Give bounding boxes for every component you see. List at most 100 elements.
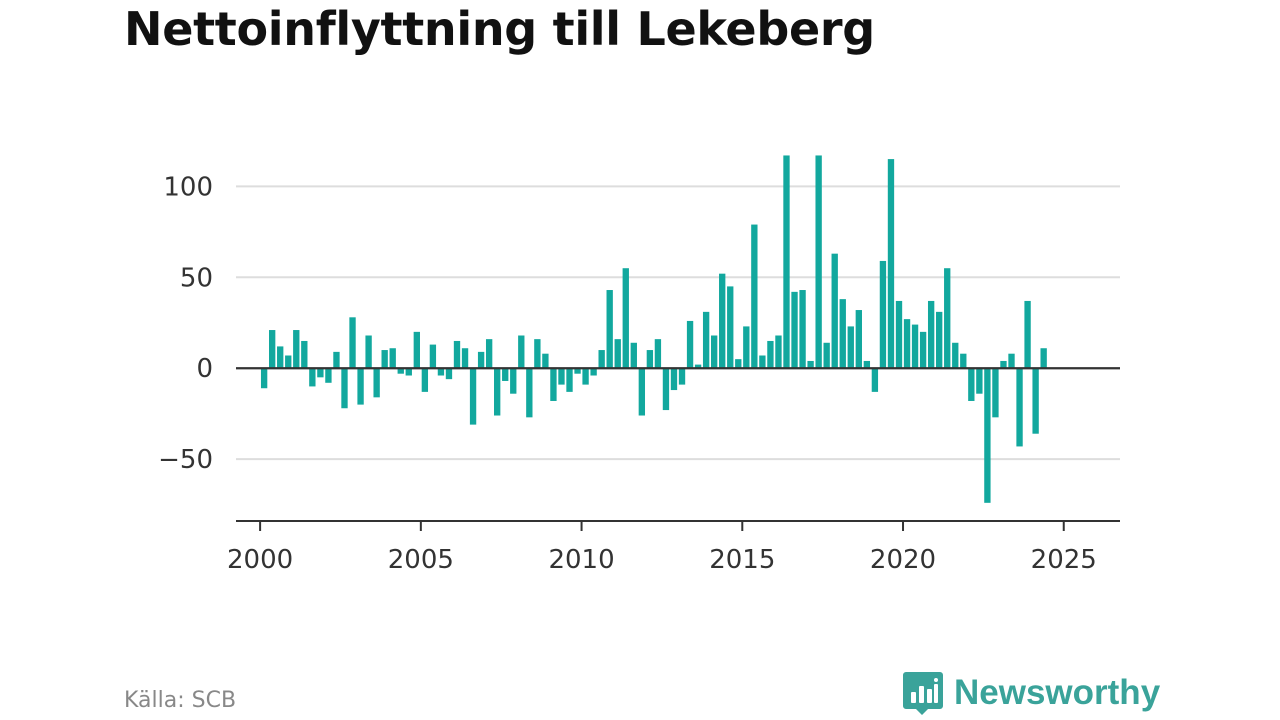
bar — [630, 342, 637, 369]
bar — [895, 300, 903, 369]
bar — [421, 368, 429, 392]
bar — [502, 368, 509, 381]
axes: 100 50 0 −50 2000 2005 2010 2015 2020 2025 — [158, 172, 1120, 575]
bar — [397, 368, 404, 374]
bar — [373, 368, 380, 398]
bar — [389, 348, 396, 369]
bar — [839, 299, 846, 369]
bar — [863, 360, 871, 369]
bar — [735, 359, 742, 369]
bar — [887, 159, 895, 369]
bar — [381, 350, 388, 369]
bar-chart-speech-bubble-icon — [903, 672, 943, 715]
bar — [494, 368, 501, 416]
bar — [558, 368, 565, 385]
bar — [1040, 348, 1047, 369]
brand-logo[interactable]: Newsworthy — [902, 670, 1160, 716]
bar — [269, 330, 276, 369]
bar — [510, 368, 517, 394]
bar — [453, 340, 461, 369]
bar — [325, 368, 332, 383]
x-tick-label: 2025 — [1031, 545, 1097, 575]
bar — [598, 350, 605, 369]
bar — [678, 368, 686, 385]
source-note: Källa: SCB — [124, 688, 237, 713]
bar — [477, 351, 485, 369]
bar — [944, 268, 951, 369]
bar — [614, 339, 621, 369]
bar — [461, 348, 469, 369]
bar — [429, 344, 437, 369]
bar — [871, 368, 879, 392]
gridlines — [236, 185, 1120, 461]
bar — [566, 368, 573, 392]
bar — [903, 319, 911, 369]
brand-name: Newsworthy — [954, 673, 1161, 712]
bar — [638, 368, 646, 416]
bar — [855, 310, 862, 369]
bar — [526, 368, 533, 418]
bar — [606, 290, 613, 369]
bar — [1000, 360, 1007, 369]
bar — [317, 368, 324, 378]
bar — [992, 368, 999, 418]
bar — [694, 364, 702, 369]
bar — [1024, 300, 1031, 369]
bar — [542, 353, 549, 369]
bar — [662, 368, 670, 411]
bar — [445, 368, 453, 380]
bar — [550, 368, 557, 401]
x-tick-label: 2010 — [548, 545, 614, 575]
y-tick-label: 0 — [196, 354, 213, 384]
bar — [799, 290, 806, 369]
bar — [952, 342, 959, 369]
bar — [976, 368, 983, 394]
x-tick-label: 2000 — [227, 545, 293, 575]
bar — [518, 335, 525, 369]
y-tick-label: 100 — [163, 172, 213, 202]
bar — [743, 326, 750, 369]
bar — [927, 300, 935, 369]
bar — [293, 330, 300, 369]
bar — [646, 350, 654, 369]
bar — [775, 335, 782, 369]
bar — [791, 291, 798, 369]
y-tick-label: −50 — [158, 445, 213, 475]
bar — [919, 331, 927, 369]
bar — [277, 346, 284, 369]
bar — [670, 368, 678, 391]
bar — [711, 335, 718, 369]
x-tick-label: 2015 — [709, 545, 775, 575]
chart-title: Nettoinflyttning till Lekeberg — [124, 2, 875, 56]
x-tick-label: 2005 — [388, 545, 454, 575]
bar — [968, 368, 975, 401]
bar — [807, 360, 814, 369]
bar — [847, 326, 854, 369]
bar — [815, 155, 822, 369]
bar — [911, 324, 919, 369]
bar — [582, 368, 589, 385]
bar — [1008, 353, 1015, 369]
bar — [936, 311, 943, 369]
bar — [622, 268, 629, 369]
bar — [349, 317, 356, 369]
bar — [759, 355, 766, 369]
bar — [1016, 368, 1023, 447]
bar — [365, 335, 372, 369]
bar — [413, 331, 420, 369]
x-tick-label: 2020 — [870, 545, 936, 575]
bar — [341, 368, 348, 409]
bar — [686, 320, 694, 369]
bar — [719, 273, 726, 369]
bar — [301, 340, 308, 369]
bar — [333, 351, 340, 369]
bar — [751, 224, 758, 369]
bar — [1032, 368, 1039, 434]
bar — [960, 353, 967, 369]
bar — [469, 368, 477, 425]
bar — [654, 339, 662, 369]
bar — [831, 253, 838, 369]
bar — [260, 368, 268, 389]
bar — [783, 155, 790, 369]
bar — [702, 311, 710, 369]
